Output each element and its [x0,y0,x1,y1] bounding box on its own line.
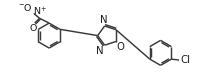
Text: $^{-}$O: $^{-}$O [18,2,33,13]
Text: N: N [100,15,107,25]
Text: N: N [96,46,103,56]
Text: O: O [29,24,37,33]
Text: N$^{+}$: N$^{+}$ [33,6,47,18]
Text: O: O [116,42,124,52]
Text: Cl: Cl [179,55,189,65]
